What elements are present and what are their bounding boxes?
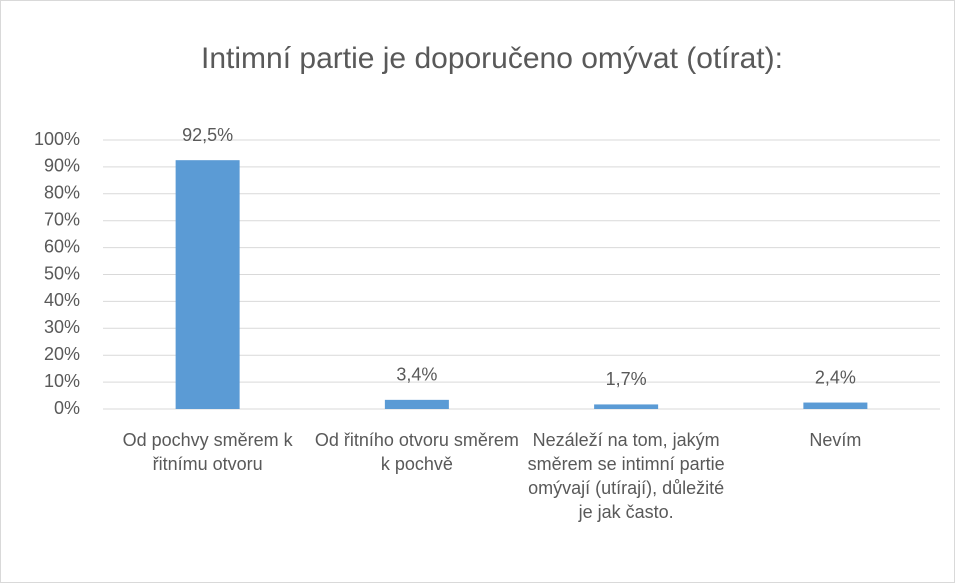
data-label: 92,5% (182, 125, 233, 145)
bar (175, 160, 240, 409)
y-tick-label: 100% (34, 129, 80, 149)
data-label: 3,4% (396, 365, 437, 385)
x-tick-label: Nezáleží na tom, jakým směrem se intimní… (527, 430, 725, 522)
data-label: 1,7% (606, 369, 647, 389)
y-tick-label: 0% (54, 398, 80, 418)
y-tick-label: 10% (44, 371, 80, 391)
y-tick-label: 50% (44, 263, 80, 283)
x-tick-label: Od řitního otvoru směrem k pochvě (314, 430, 519, 474)
chart-title: Intimní partie je doporučeno omývat (otí… (201, 42, 783, 75)
y-tick-label: 60% (44, 236, 80, 256)
x-tick-label: Nevím (809, 430, 862, 450)
bar (594, 404, 659, 409)
y-tick-label: 90% (44, 156, 80, 176)
y-tick-label: 30% (44, 317, 80, 337)
y-tick-label: 40% (44, 290, 80, 310)
x-tick-label: Od pochvy směrem k řitnímu otvoru (122, 430, 293, 474)
y-tick-label: 80% (44, 183, 80, 203)
y-tick-label: 70% (44, 209, 80, 229)
bar (803, 402, 868, 409)
bar (384, 399, 449, 409)
data-label: 2,4% (815, 367, 856, 387)
y-tick-label: 20% (44, 344, 80, 364)
